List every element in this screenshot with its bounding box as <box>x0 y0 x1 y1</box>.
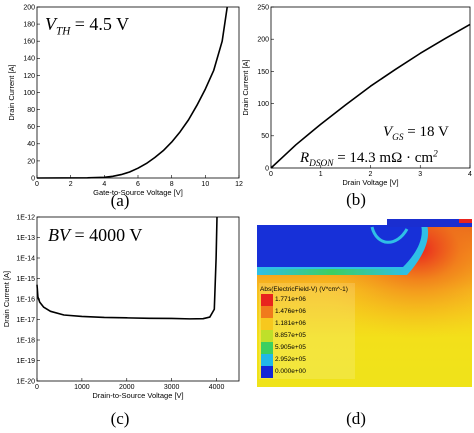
x-axis-label-b: Drain Voltage [V] <box>342 178 398 187</box>
panel-d: Abs(ElectricField-V) (V*cm^-1) 1.771e+06 1… <box>257 219 472 428</box>
y-tick-label-a: 120 <box>23 73 35 80</box>
x-axis-label-a: Gate-to-Source Voltage [V] <box>93 188 183 197</box>
field-legend: Abs(ElectricField-V) (V*cm^-1) 1.771e+06 1… <box>259 283 355 379</box>
y-tick-label-a: 60 <box>27 124 35 131</box>
y-tick-label-c: 1E-15 <box>16 276 35 283</box>
x-tick-label-c: 4000 <box>209 384 225 391</box>
panel-caption-b: (b) <box>346 190 366 209</box>
y-tick-label-a: 100 <box>23 90 35 97</box>
field-green-edge <box>257 269 407 275</box>
x-tick-label-a: 4 <box>102 181 106 188</box>
y-tick-label-a: 160 <box>23 39 35 46</box>
panel-caption-a: (a) <box>111 191 130 210</box>
series-line-b <box>270 23 471 169</box>
x-tick-label-a: 8 <box>170 181 174 188</box>
y-tick-label-a: 0 <box>31 175 35 182</box>
y-tick-label-a: 180 <box>23 22 35 29</box>
series-line-a <box>36 6 229 179</box>
x-tick-label-a: 12 <box>235 181 243 188</box>
x-axis-label-c: Drain-to-Source Voltage [V] <box>92 391 183 400</box>
y-tick-label-b: 250 <box>257 4 269 11</box>
field-contact-contour <box>370 226 409 244</box>
panel-c: 0 1000 2000 3000 4000 1E-12 1E-13 1E-14 1E-15 1E-… <box>2 214 240 428</box>
legend-value: 2.952e+05 <box>275 356 306 363</box>
y-tick-label-a: 200 <box>23 4 35 11</box>
y-tick-label-c: 1E-18 <box>16 337 35 344</box>
field-top-electrode <box>387 219 472 227</box>
legend-swatch <box>261 330 273 342</box>
legend-value: 1.181e+06 <box>275 320 306 327</box>
legend-swatch <box>261 342 273 354</box>
x-tick-label-b: 1 <box>319 171 323 178</box>
annotation-rdson: RDSON = 14.3 mΩ · cm2 <box>299 149 438 168</box>
x-tick-label-a: 10 <box>201 181 209 188</box>
x-tick-label-a: 0 <box>35 181 39 188</box>
x-tick-label-c: 0 <box>35 384 39 391</box>
legend-swatch <box>261 366 273 378</box>
y-tick-label-a: 140 <box>23 56 35 63</box>
x-tick-label-a: 6 <box>136 181 140 188</box>
y-tick-label-b: 0 <box>265 165 269 172</box>
y-tick-label-b: 200 <box>257 37 269 44</box>
x-tick-label-a: 2 <box>69 181 73 188</box>
y-tick-label-c: 1E-20 <box>16 378 35 385</box>
plot-frame-b <box>270 6 471 169</box>
x-tick-label-b: 4 <box>468 171 472 178</box>
x-tick-label-b: 2 <box>369 171 373 178</box>
series-line-c <box>36 216 218 320</box>
y-tick-label-b: 150 <box>257 69 269 76</box>
x-tick-label-c: 1000 <box>74 384 90 391</box>
panel-a: 0 2 4 6 8 10 12020406080100120140160180200Gate… <box>7 4 243 210</box>
legend-value: 5.905e+05 <box>275 344 306 351</box>
x-tick-label-b: 0 <box>269 171 273 178</box>
annotation-bv: BV = 4000 V <box>48 225 142 245</box>
x-tick-label-c: 3000 <box>164 384 180 391</box>
legend-swatch <box>261 354 273 366</box>
y-tick-label-a: 80 <box>27 107 35 114</box>
y-tick-label-c: 1E-13 <box>16 235 35 242</box>
legend-swatch <box>261 306 273 318</box>
legend-value: 1.476e+06 <box>275 308 306 315</box>
field-top-hot-strip <box>459 219 472 223</box>
x-tick-label-c: 2000 <box>119 384 135 391</box>
legend-value: 0.000e+00 <box>275 368 306 375</box>
annotation-vth: VTH = 4.5 V <box>45 14 129 38</box>
y-axis-label-c: Drain Current [A] <box>2 271 11 327</box>
legend-box <box>259 283 355 379</box>
y-tick-label-c: 1E-19 <box>16 358 35 365</box>
y-tick-label-b: 50 <box>261 133 269 140</box>
legend-value: 1.771e+06 <box>275 296 306 303</box>
y-tick-label-c: 1E-16 <box>16 296 35 303</box>
y-tick-label-c: 1E-14 <box>16 255 35 262</box>
legend-swatch <box>261 318 273 330</box>
annotation-vgs: VGS = 18 V <box>383 124 449 143</box>
y-tick-label-a: 40 <box>27 141 35 148</box>
y-tick-label-c: 1E-12 <box>16 214 35 221</box>
field-low-region <box>257 225 422 267</box>
y-tick-label-b: 100 <box>257 101 269 108</box>
y-tick-label-a: 20 <box>27 158 35 165</box>
x-tick-label-b: 3 <box>418 171 422 178</box>
y-tick-label-c: 1E-17 <box>16 317 35 324</box>
legend-title: Abs(ElectricField-V) (V*cm^-1) <box>260 286 348 293</box>
panel-b: 0 1 2 3 4 0 50 100 150 200 250 Drain Voltage [V] Dra… <box>241 4 472 209</box>
y-axis-label-b: Drain Current [A] <box>241 59 250 115</box>
legend-swatch <box>261 294 273 306</box>
y-axis-label-a: Drain Current [A] <box>7 64 16 120</box>
legend-value: 8.857e+05 <box>275 332 306 339</box>
panel-caption-d: (d) <box>346 409 366 428</box>
panel-caption-c: (c) <box>111 409 130 428</box>
